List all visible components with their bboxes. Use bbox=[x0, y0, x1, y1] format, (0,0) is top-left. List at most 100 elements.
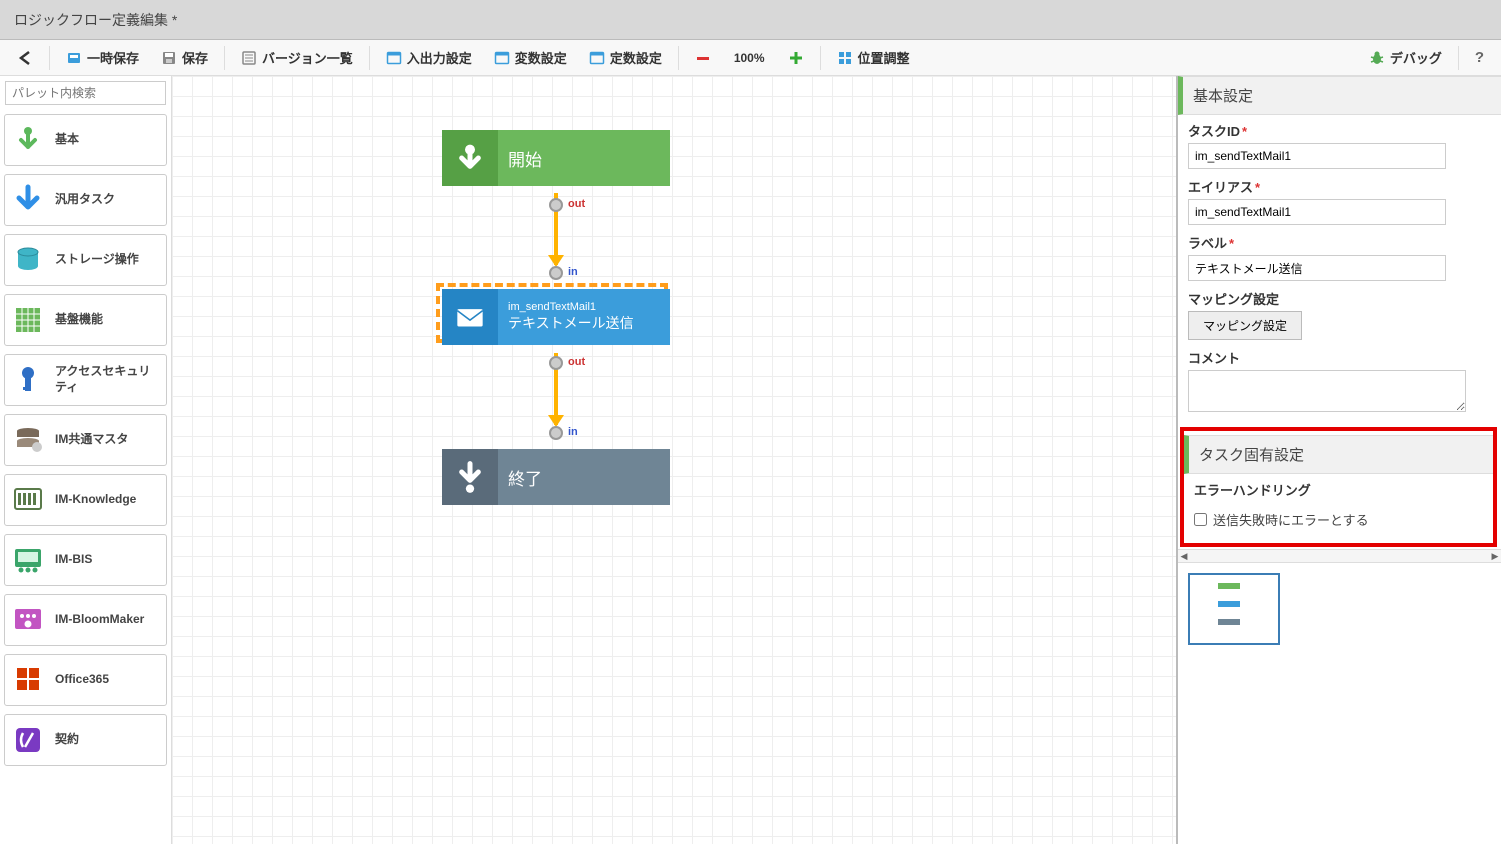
separator bbox=[820, 46, 821, 70]
port-out-label: out bbox=[568, 198, 585, 210]
separator bbox=[1458, 46, 1459, 70]
port-out[interactable] bbox=[549, 198, 563, 212]
palette-search-input[interactable] bbox=[5, 81, 166, 105]
palette-item[interactable]: IM-BloomMaker bbox=[4, 594, 167, 646]
io-settings-button[interactable]: 入出力設定 bbox=[375, 42, 483, 73]
palette-item-icon bbox=[11, 123, 45, 157]
window-icon bbox=[494, 50, 510, 66]
start-label: 開始 bbox=[508, 146, 660, 171]
end-icon bbox=[442, 449, 498, 505]
palette-item-icon bbox=[11, 303, 45, 337]
palette-item-label: IM-Knowledge bbox=[55, 492, 136, 508]
version-list-label: バージョン一覧 bbox=[262, 48, 353, 67]
port-in-label: in bbox=[568, 426, 578, 438]
temp-save-label: 一時保存 bbox=[87, 48, 139, 67]
help-button[interactable]: ? bbox=[1464, 43, 1495, 72]
port-in[interactable] bbox=[549, 426, 563, 440]
scroll-left-icon: ◀ bbox=[1178, 551, 1190, 562]
properties-panel: 基本設定 タスクID* エイリアス* ラベル* マッピング設定 マッピング設定 … bbox=[1176, 76, 1501, 844]
error-checkbox[interactable] bbox=[1194, 513, 1207, 526]
palette-item-label: 基本 bbox=[55, 132, 79, 148]
align-label: 位置調整 bbox=[858, 48, 910, 67]
port-out-label: out bbox=[568, 356, 585, 368]
back-button[interactable] bbox=[6, 44, 44, 72]
minimap[interactable] bbox=[1188, 573, 1280, 645]
mail-node-sub: テキストメール送信 bbox=[508, 313, 660, 333]
label-label: ラベル* bbox=[1188, 233, 1491, 252]
align-icon bbox=[837, 50, 853, 66]
palette-item[interactable]: IM-Knowledge bbox=[4, 474, 167, 526]
port-in[interactable] bbox=[549, 266, 563, 280]
palette-item-label: 汎用タスク bbox=[55, 192, 115, 208]
comment-label: コメント bbox=[1188, 348, 1491, 367]
window-icon bbox=[589, 50, 605, 66]
palette-panel: 基本汎用タスクストレージ操作基盤機能アクセスセキュリティ IM共通マスタ IM-Kn… bbox=[0, 76, 172, 844]
bug-icon bbox=[1369, 50, 1385, 66]
palette-item[interactable]: 基本 bbox=[4, 114, 167, 166]
palette-item-icon bbox=[11, 243, 45, 277]
palette-item-label: Office365 bbox=[55, 672, 109, 688]
zoom-in-button[interactable] bbox=[777, 44, 815, 72]
palette-item-icon bbox=[11, 543, 45, 577]
minus-icon bbox=[695, 50, 711, 66]
palette-item-label: IM共通マスタ bbox=[55, 432, 128, 448]
palette-item[interactable]: IM共通マスタ bbox=[4, 414, 167, 466]
palette-item-label: 契約 bbox=[55, 732, 79, 748]
debug-label: デバッグ bbox=[1390, 48, 1442, 67]
temp-save-icon bbox=[66, 50, 82, 66]
port-out[interactable] bbox=[549, 356, 563, 370]
end-label: 終了 bbox=[508, 465, 660, 490]
palette-item-icon bbox=[11, 483, 45, 517]
canvas[interactable]: 開始 out in im_sendTextMail1 テキストメール送信 out bbox=[172, 76, 1176, 844]
task-id-input[interactable] bbox=[1188, 143, 1446, 169]
mail-icon bbox=[442, 289, 498, 345]
toolbar: 一時保存 保存 バージョン一覧 入出力設定 変数設定 定数設定 bbox=[0, 40, 1501, 76]
end-node[interactable]: 終了 bbox=[442, 449, 670, 505]
temp-save-button[interactable]: 一時保存 bbox=[55, 42, 150, 73]
start-icon bbox=[442, 130, 498, 186]
save-button[interactable]: 保存 bbox=[150, 42, 219, 73]
scroll-right-icon: ▶ bbox=[1489, 551, 1501, 562]
save-label: 保存 bbox=[182, 48, 208, 67]
mail-node[interactable]: im_sendTextMail1 テキストメール送信 bbox=[442, 289, 670, 345]
zoom-out-button[interactable] bbox=[684, 44, 722, 72]
horizontal-scrollbar[interactable]: ◀ ▶ bbox=[1178, 549, 1501, 563]
save-icon bbox=[161, 50, 177, 66]
palette-item-icon bbox=[11, 363, 45, 397]
section-task-header: タスク固有設定 bbox=[1184, 435, 1493, 474]
section-basic-header: 基本設定 bbox=[1178, 76, 1501, 115]
window-icon bbox=[386, 50, 402, 66]
palette-item[interactable]: ストレージ操作 bbox=[4, 234, 167, 286]
palette-item[interactable]: 基盤機能 bbox=[4, 294, 167, 346]
start-node[interactable]: 開始 bbox=[442, 130, 670, 186]
var-settings-button[interactable]: 変数設定 bbox=[483, 42, 578, 73]
alias-input[interactable] bbox=[1188, 199, 1446, 225]
separator bbox=[224, 46, 225, 70]
palette-item[interactable]: 契約 bbox=[4, 714, 167, 766]
palette-item-label: ストレージ操作 bbox=[55, 252, 139, 268]
port-in-label: in bbox=[568, 266, 578, 278]
palette-item[interactable]: アクセスセキュリティ bbox=[4, 354, 167, 406]
debug-button[interactable]: デバッグ bbox=[1358, 42, 1453, 73]
palette-item[interactable]: IM-BIS bbox=[4, 534, 167, 586]
comment-textarea[interactable] bbox=[1188, 370, 1466, 412]
alias-label: エイリアス* bbox=[1188, 177, 1491, 196]
list-icon bbox=[241, 50, 257, 66]
separator bbox=[678, 46, 679, 70]
label-input[interactable] bbox=[1188, 255, 1446, 281]
plus-icon bbox=[788, 50, 804, 66]
version-list-button[interactable]: バージョン一覧 bbox=[230, 42, 364, 73]
arrow-left-icon bbox=[17, 50, 33, 66]
separator bbox=[369, 46, 370, 70]
align-button[interactable]: 位置調整 bbox=[826, 42, 921, 73]
const-settings-button[interactable]: 定数設定 bbox=[578, 42, 673, 73]
palette-item-icon bbox=[11, 723, 45, 757]
palette-item-icon bbox=[11, 603, 45, 637]
zoom-percent: 100% bbox=[722, 51, 777, 65]
error-handling-label: エラーハンドリング bbox=[1194, 480, 1483, 499]
mapping-button[interactable]: マッピング設定 bbox=[1188, 311, 1302, 340]
palette-item[interactable]: Office365 bbox=[4, 654, 167, 706]
titlebar: ロジックフロー定義編集 * bbox=[0, 0, 1501, 40]
palette-item[interactable]: 汎用タスク bbox=[4, 174, 167, 226]
mail-node-title: im_sendTextMail1 bbox=[508, 301, 660, 313]
